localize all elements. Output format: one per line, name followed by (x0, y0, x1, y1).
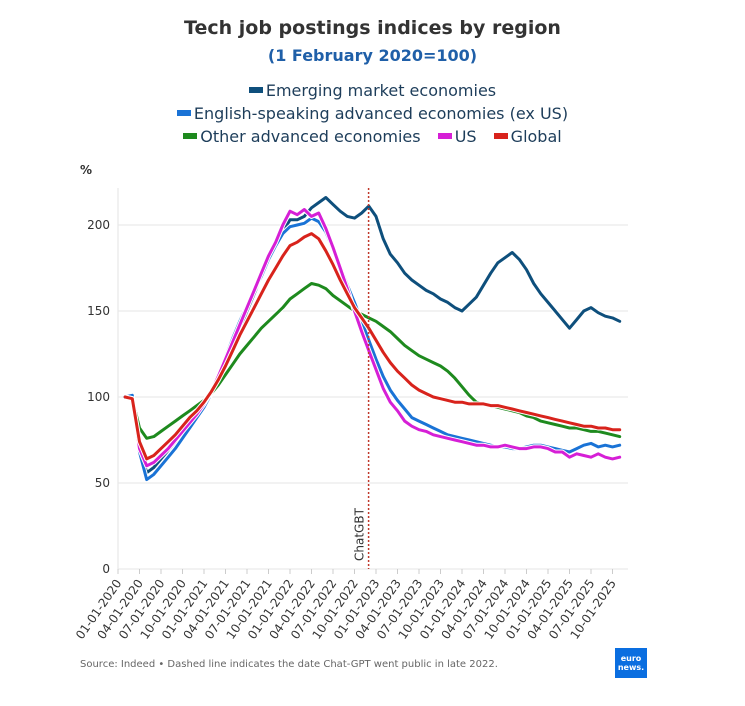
series-line-english-speaking-advanced-economies-ex-us (123, 216, 622, 482)
chart-title: Tech job postings indices by region (184, 17, 561, 39)
annotations: ChatGBT (353, 188, 370, 569)
y-tick-label: 200 (87, 218, 110, 232)
legend-label-other-advanced: Other advanced economies (200, 126, 421, 146)
series-line-global (123, 232, 622, 461)
legend-row-2: English-speaking advanced economies (ex … (0, 101, 745, 123)
series-lines (123, 195, 622, 483)
legend-item-global[interactable]: Global (493, 126, 562, 146)
y-tick-label: 150 (87, 304, 110, 318)
legend-swatch-emerging (248, 87, 263, 93)
y-tick-label: 0 (102, 562, 110, 576)
legend-swatch-english-speaking (176, 110, 191, 116)
legend-item-us[interactable]: US (437, 126, 477, 146)
source-note: Source: Indeed • Dashed line indicates t… (80, 659, 498, 670)
euronews-logo[interactable]: euro news. (615, 648, 647, 678)
y-tick-label: 100 (87, 390, 110, 404)
legend-item-emerging[interactable]: Emerging market economies (248, 80, 497, 100)
legend-item-other-advanced[interactable]: Other advanced economies (183, 126, 421, 146)
legend-label-us: US (454, 126, 477, 146)
y-axis-unit-label: % (80, 163, 93, 177)
grid-lines (117, 188, 628, 570)
y-tick-label: 50 (95, 476, 110, 490)
legend-swatch-other-advanced (183, 133, 198, 139)
x-axis-ticks: 01-01-202004-01-202007-01-202010-01-2020… (73, 569, 619, 642)
legend-label-emerging: Emerging market economies (265, 80, 497, 100)
logo-text-euro: euro (620, 654, 642, 663)
y-axis-ticks: 0 50 100 150 200 (87, 218, 110, 576)
chatgpt-annotation-label: ChatGBT (353, 507, 367, 561)
logo-text-news: news. (617, 663, 645, 672)
legend-label-english-speaking: English-speaking advanced economies (ex … (193, 103, 569, 123)
legend-swatch-global (493, 133, 508, 139)
legend-item-english-speaking[interactable]: English-speaking advanced economies (ex … (176, 103, 569, 123)
chart-subtitle: (1 February 2020=100) (267, 46, 478, 65)
legend-label-global: Global (510, 126, 562, 146)
legend-row-3: Other advanced economies US Global (0, 124, 745, 146)
legend-swatch-us (437, 133, 452, 139)
legend-row-1: Emerging market economies (0, 78, 745, 100)
